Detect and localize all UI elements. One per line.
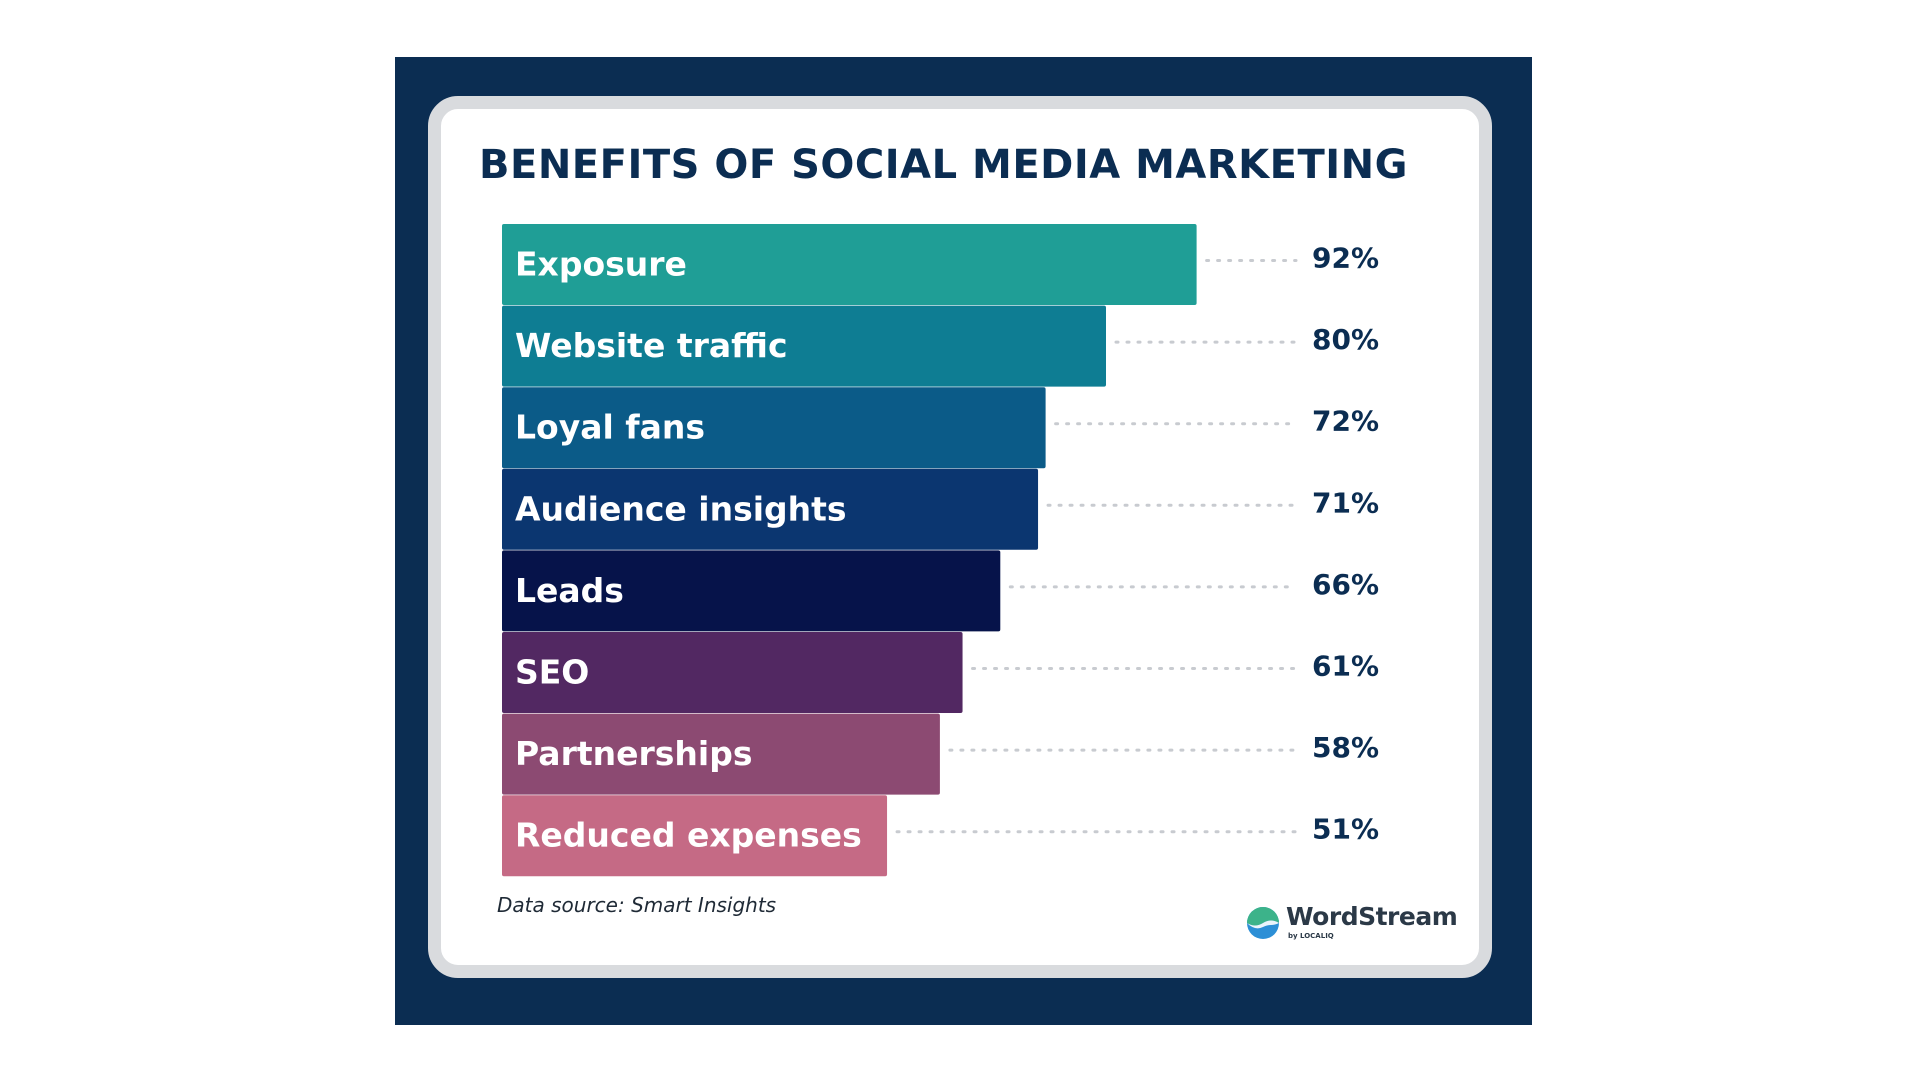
source-note: Data source: Smart Insights bbox=[497, 893, 777, 917]
value-label-reduced-expenses: 51% bbox=[1312, 813, 1379, 846]
bar-loyal-fans bbox=[502, 387, 1046, 469]
value-label-partnerships: 58% bbox=[1312, 731, 1379, 764]
category-label-loyal-fans: Loyal fans bbox=[515, 408, 705, 447]
category-labels: Exposure Website traffic Loyal fans Audienc… bbox=[515, 245, 862, 855]
value-label-website-traffic: 80% bbox=[1312, 323, 1379, 356]
category-label-audience-insights: Audience insights bbox=[515, 489, 847, 528]
value-label-loyal-fans: 72% bbox=[1312, 405, 1379, 438]
category-label-website-traffic: Website traffic bbox=[515, 326, 788, 365]
brand-name: WordStream bbox=[1286, 902, 1458, 931]
chart-title: BENEFITS OF SOCIAL MEDIA MARKETING bbox=[479, 142, 1408, 188]
value-labels: 92% 80% 72% 71% 66% 61% 58% 51% bbox=[1312, 242, 1379, 846]
value-label-seo: 61% bbox=[1312, 650, 1379, 683]
category-label-reduced-expenses: Reduced expenses bbox=[515, 816, 862, 855]
wordstream-logo: WordStream by LOCALIQ bbox=[1246, 900, 1458, 946]
leader-lines bbox=[895, 259, 1298, 834]
bars bbox=[502, 224, 1197, 877]
value-label-exposure: 92% bbox=[1312, 242, 1379, 275]
bar-website-traffic bbox=[502, 305, 1106, 387]
wordstream-logo-icon bbox=[1247, 907, 1279, 939]
bar-audience-insights bbox=[502, 468, 1039, 550]
bar-seo bbox=[502, 632, 963, 713]
value-label-leads: 66% bbox=[1312, 568, 1379, 601]
bar-partnerships bbox=[502, 713, 940, 795]
bar-leads bbox=[502, 550, 1001, 632]
bar-reduced-expenses bbox=[502, 795, 888, 877]
value-label-audience-insights: 71% bbox=[1312, 486, 1379, 519]
category-label-leads: Leads bbox=[515, 571, 624, 610]
category-label-exposure: Exposure bbox=[515, 245, 687, 284]
brand-subtitle: by LOCALIQ bbox=[1288, 932, 1334, 940]
category-label-partnerships: Partnerships bbox=[515, 734, 752, 773]
category-label-seo: SEO bbox=[515, 653, 589, 692]
bar-exposure bbox=[502, 224, 1197, 305]
